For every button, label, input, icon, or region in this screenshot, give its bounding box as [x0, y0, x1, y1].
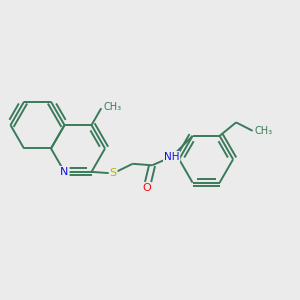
Text: CH₃: CH₃ — [254, 126, 272, 136]
Text: S: S — [110, 168, 117, 178]
Text: NH: NH — [164, 152, 179, 162]
Text: N: N — [60, 167, 69, 177]
Text: CH₃: CH₃ — [104, 102, 122, 112]
Text: O: O — [142, 183, 151, 193]
